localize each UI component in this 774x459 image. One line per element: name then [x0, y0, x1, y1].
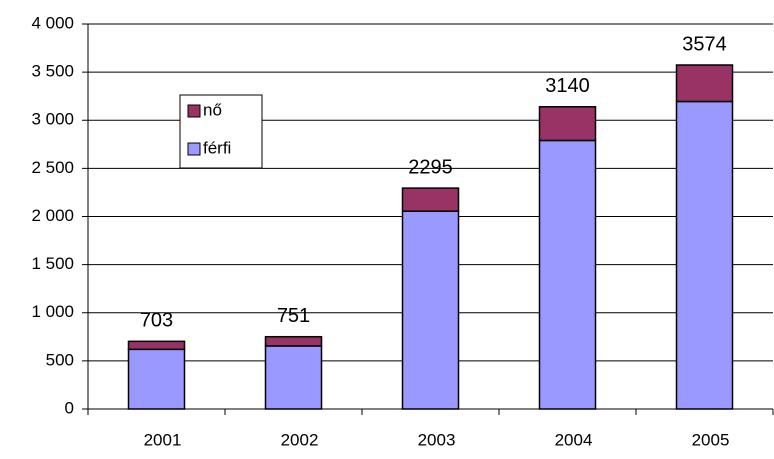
bar-segment — [538, 106, 597, 142]
y-tick-label: 3 500 — [31, 62, 74, 81]
total-label: 3574 — [682, 33, 727, 55]
y-tick-label: 3 000 — [31, 110, 74, 129]
y-tick-label: 2 500 — [31, 158, 74, 177]
bar-segment — [127, 348, 186, 410]
total-label: 703 — [140, 310, 173, 332]
x-tick-label: 2001 — [144, 430, 182, 449]
y-tick-label: 1 500 — [31, 254, 74, 273]
bar-segment — [401, 210, 460, 410]
y-tick-label: 4 000 — [31, 13, 74, 32]
legend-swatch — [187, 104, 201, 118]
legend-swatch — [187, 142, 201, 156]
legend-label: férfi — [203, 138, 231, 157]
x-tick-label: 2003 — [418, 430, 456, 449]
y-tick-label: 500 — [46, 350, 74, 369]
bar-segment — [127, 340, 186, 351]
bar-segment — [538, 139, 597, 410]
bar-segment — [675, 100, 734, 410]
x-tick-label: 2004 — [555, 430, 593, 449]
bar-segment — [264, 335, 323, 347]
total-label: 3140 — [545, 75, 590, 97]
y-tick-label: 0 — [65, 398, 74, 417]
x-tick-label: 2005 — [692, 430, 730, 449]
y-tick-label: 1 000 — [31, 302, 74, 321]
total-label: 2295 — [408, 156, 453, 178]
total-label: 751 — [277, 305, 310, 327]
x-tick-label: 2002 — [281, 430, 319, 449]
bar-segment — [675, 64, 734, 103]
bar-segment — [401, 187, 460, 212]
y-tick-label: 2 000 — [31, 206, 74, 225]
bar-segment — [264, 345, 323, 410]
legend-label: nő — [203, 100, 222, 119]
